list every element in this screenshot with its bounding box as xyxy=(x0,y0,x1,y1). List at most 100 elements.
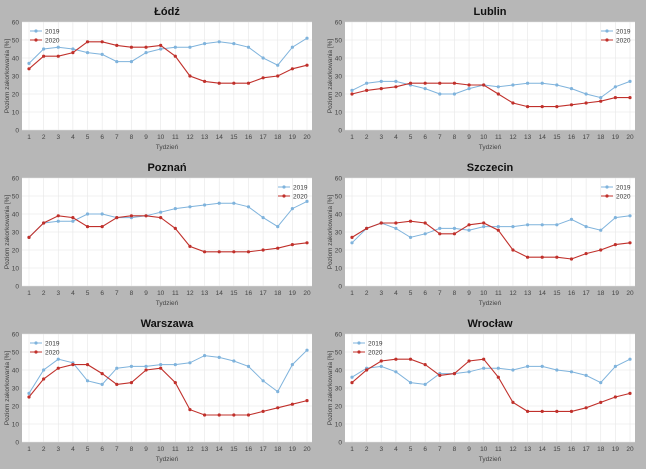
data-point-2019 xyxy=(584,92,588,96)
data-point-2020 xyxy=(569,103,574,107)
x-tick-label: 8 xyxy=(453,290,457,297)
y-tick-label: 30 xyxy=(335,74,343,81)
data-point-2020 xyxy=(305,63,309,67)
y-axis-label: Poziom zakorkowania [%] xyxy=(4,39,11,114)
legend-label: 2019 xyxy=(45,340,60,347)
x-tick-label: 20 xyxy=(626,446,634,453)
data-point-2020 xyxy=(350,235,354,239)
legend-label: 2019 xyxy=(616,28,631,35)
data-point-2019 xyxy=(379,364,383,368)
x-tick-label: 4 xyxy=(71,290,75,297)
data-point-2019 xyxy=(232,359,236,363)
y-tick-label: 50 xyxy=(12,38,20,45)
x-tick-label: 6 xyxy=(423,134,427,141)
legend-label: 2020 xyxy=(616,37,631,44)
data-point-2019 xyxy=(496,85,500,89)
data-point-2019 xyxy=(452,92,457,96)
legend-marker xyxy=(605,29,609,33)
data-point-2019 xyxy=(350,88,354,92)
data-point-2020 xyxy=(305,399,309,403)
series-line-2020 xyxy=(28,41,308,84)
x-tick-label: 1 xyxy=(350,290,354,297)
data-point-2019 xyxy=(100,382,104,386)
data-point-2020 xyxy=(27,235,31,239)
data-point-2019 xyxy=(423,382,427,386)
series-line-2020 xyxy=(351,220,631,260)
x-tick-label: 1 xyxy=(27,446,31,453)
y-tick-label: 50 xyxy=(12,194,20,201)
data-point-2019 xyxy=(261,379,265,383)
legend-marker xyxy=(605,38,609,42)
data-point-2019 xyxy=(159,47,163,51)
series-line-2019 xyxy=(28,349,308,394)
data-point-2019 xyxy=(555,368,559,372)
x-tick-label: 6 xyxy=(423,290,427,297)
data-point-2019 xyxy=(628,79,632,83)
x-tick-label: 7 xyxy=(438,446,442,453)
legend-marker xyxy=(605,185,609,189)
data-point-2020 xyxy=(467,223,471,227)
legend-marker xyxy=(357,341,361,345)
data-point-2020 xyxy=(144,214,148,218)
data-point-2019 xyxy=(27,391,31,395)
data-point-2020 xyxy=(202,79,207,83)
legend-label: 2020 xyxy=(368,349,383,356)
y-tick-label: 30 xyxy=(12,386,20,393)
y-tick-label: 10 xyxy=(12,422,20,429)
data-point-2020 xyxy=(511,248,515,252)
y-tick-label: 30 xyxy=(335,230,343,237)
data-point-2020 xyxy=(276,74,280,78)
series-line-2020 xyxy=(351,82,630,108)
data-point-2020 xyxy=(129,45,134,49)
data-point-2020 xyxy=(290,67,294,71)
y-tick-label: 20 xyxy=(335,248,343,255)
y-tick-label: 60 xyxy=(12,176,20,183)
legend-marker xyxy=(34,29,38,33)
data-point-2019 xyxy=(408,381,413,385)
data-point-2019 xyxy=(217,201,221,205)
x-tick-label: 10 xyxy=(157,134,165,141)
data-point-2020 xyxy=(290,402,294,406)
legend-label: 2019 xyxy=(368,340,383,347)
x-tick-label: 3 xyxy=(56,290,60,297)
y-tick-label: 20 xyxy=(335,92,343,99)
data-point-2019 xyxy=(42,47,46,51)
data-point-2020 xyxy=(599,400,603,404)
data-point-2020 xyxy=(496,375,500,379)
data-point-2019 xyxy=(569,217,574,221)
x-tick-label: 8 xyxy=(130,446,134,453)
data-point-2020 xyxy=(217,250,221,254)
data-point-2020 xyxy=(438,373,442,377)
data-point-2019 xyxy=(217,40,221,44)
data-point-2019 xyxy=(188,361,192,365)
x-tick-label: 16 xyxy=(245,290,253,297)
x-tick-label: 13 xyxy=(201,446,209,453)
data-point-2019 xyxy=(100,52,104,57)
data-point-2020 xyxy=(482,357,486,361)
x-tick-label: 15 xyxy=(553,290,561,297)
legend-marker xyxy=(282,194,286,198)
x-tick-label: 15 xyxy=(230,290,238,297)
data-point-2020 xyxy=(115,216,119,220)
x-tick-label: 16 xyxy=(568,134,576,141)
x-tick-label: 7 xyxy=(438,290,442,297)
x-tick-label: 15 xyxy=(553,134,561,141)
x-tick-label: 19 xyxy=(289,446,297,453)
data-point-2020 xyxy=(144,45,148,49)
x-tick-label: 18 xyxy=(274,446,282,453)
data-point-2019 xyxy=(202,203,207,207)
y-tick-label: 60 xyxy=(12,332,20,339)
data-point-2020 xyxy=(613,243,617,247)
data-point-2020 xyxy=(438,232,442,236)
x-tick-label: 9 xyxy=(467,134,471,141)
data-point-2020 xyxy=(202,250,207,254)
data-point-2020 xyxy=(452,372,457,376)
x-tick-label: 2 xyxy=(42,134,46,141)
chart-title: Lublin xyxy=(474,6,507,18)
data-point-2020 xyxy=(246,413,251,417)
x-tick-label: 10 xyxy=(480,446,488,453)
data-point-2019 xyxy=(290,45,294,49)
data-point-2020 xyxy=(584,101,588,105)
data-point-2019 xyxy=(569,370,574,374)
legend-label: 2020 xyxy=(293,193,308,200)
